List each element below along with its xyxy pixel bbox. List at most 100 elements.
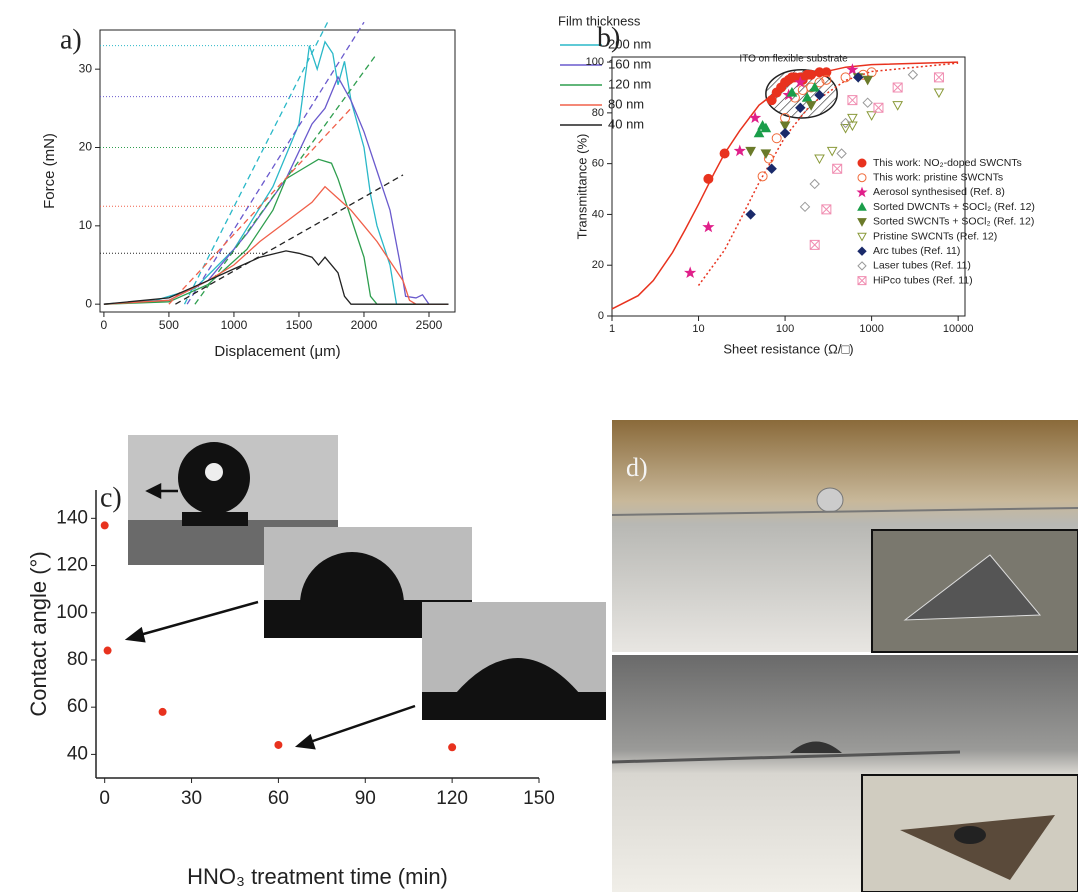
point xyxy=(760,149,772,160)
legend-label: This work: NO₂-doped SWCNTs xyxy=(873,157,1022,169)
point xyxy=(805,101,817,111)
arrow xyxy=(139,600,259,637)
x-tick-label: 2500 xyxy=(416,318,443,332)
legend-label: HiPco tubes (Ref. 11) xyxy=(873,274,973,286)
fit-line xyxy=(183,21,329,305)
y-tick-label: 20 xyxy=(79,140,93,154)
x-axis-label: Sheet resistance (Ω/□) xyxy=(723,341,853,356)
point xyxy=(799,201,811,213)
x-axis-label: HNO₃ treatment time (min) xyxy=(187,864,448,889)
point xyxy=(852,72,864,83)
x-tick-label: 30 xyxy=(181,788,202,809)
point xyxy=(821,67,832,78)
legend-label: Arc tubes (Ref. 11) xyxy=(873,245,960,257)
legend-label: 120 nm xyxy=(608,76,651,91)
point xyxy=(907,69,919,80)
y-tick-label: 40 xyxy=(592,208,604,220)
x-tick-label: 1500 xyxy=(286,318,313,332)
panel-label: c) xyxy=(100,482,122,513)
droplet xyxy=(816,487,844,513)
point xyxy=(821,204,832,215)
point xyxy=(826,146,838,157)
y-tick-label: 30 xyxy=(79,61,93,75)
point xyxy=(103,646,112,655)
point xyxy=(733,144,746,157)
y-tick-label: 100 xyxy=(56,602,88,623)
point xyxy=(745,146,756,157)
x-tick-label: 0 xyxy=(99,788,110,809)
x-tick-label: 1 xyxy=(609,323,615,335)
point xyxy=(892,101,904,111)
point xyxy=(821,74,832,85)
point xyxy=(866,111,877,121)
legend-label: 200 nm xyxy=(608,36,651,51)
legend-label: Laser tubes (Ref. 11) xyxy=(873,260,971,272)
x-tick-label: 1000 xyxy=(859,323,883,335)
point xyxy=(814,89,825,101)
plot-frame xyxy=(99,29,456,313)
y-tick-label: 100 xyxy=(586,56,604,68)
x-tick-label: 0 xyxy=(101,318,108,332)
fit-line xyxy=(186,21,365,305)
legend-marker xyxy=(857,218,867,227)
plot-frame xyxy=(611,56,966,317)
y-tick-label: 140 xyxy=(56,507,88,528)
film-edge xyxy=(611,750,961,764)
point xyxy=(840,72,851,83)
point xyxy=(274,740,283,749)
series-line xyxy=(103,40,449,305)
legend-label: 80 nm xyxy=(608,96,644,111)
panel-label: a) xyxy=(60,24,82,55)
photo-panel: d) xyxy=(611,420,1078,892)
point xyxy=(702,220,715,233)
droplet-insets xyxy=(124,435,606,750)
x-tick-label: 100 xyxy=(776,323,794,335)
point xyxy=(809,81,821,92)
fit-line xyxy=(168,107,352,305)
series-line xyxy=(103,158,449,305)
panel-label: b) xyxy=(597,22,620,53)
point xyxy=(933,72,944,83)
point xyxy=(757,171,768,182)
point xyxy=(806,69,817,80)
legend-label: 40 nm xyxy=(608,116,644,131)
droplet xyxy=(300,552,404,604)
panel: a)0 500 1000 1500 2000 25000102030Displacemen… xyxy=(41,13,651,360)
point xyxy=(862,97,873,108)
legend-marker xyxy=(857,246,867,256)
series-line xyxy=(103,250,449,305)
point xyxy=(448,743,457,752)
y-tick-label: 0 xyxy=(598,310,604,322)
point xyxy=(933,88,945,99)
film xyxy=(903,554,1042,621)
point xyxy=(763,153,774,164)
x-tick-label: 60 xyxy=(268,788,289,809)
y-tick-label: 10 xyxy=(79,218,93,232)
x-tick-label: 90 xyxy=(355,788,376,809)
legend-title: Film thickness xyxy=(558,13,641,28)
legend-marker xyxy=(857,276,867,286)
x-tick-label: 10 xyxy=(692,323,704,335)
legend-label: Sorted DWCNTs + SOCl₂ (Ref. 12) xyxy=(873,201,1035,213)
annotation: ITO on flexible substrate xyxy=(739,53,848,64)
panel: c) 0 30 60 90 120 150 40 60 80 100 120 140 HNO₃ treat… xyxy=(26,482,555,888)
point xyxy=(771,133,782,144)
series-line xyxy=(103,75,430,305)
point xyxy=(809,178,820,190)
droplet-highlight xyxy=(205,463,223,481)
point xyxy=(779,121,791,132)
point xyxy=(753,127,765,138)
point xyxy=(703,173,714,184)
point xyxy=(873,102,884,113)
y-tick-label: 120 xyxy=(56,555,88,576)
x-tick-label: 10000 xyxy=(943,323,974,335)
legend-marker xyxy=(857,202,867,211)
point xyxy=(786,87,798,97)
legend-marker xyxy=(857,261,867,271)
point xyxy=(794,75,807,88)
fit-line xyxy=(175,174,404,305)
droplet xyxy=(954,826,986,844)
point xyxy=(100,521,109,530)
point xyxy=(719,148,730,159)
x-tick-label: 150 xyxy=(523,788,555,809)
